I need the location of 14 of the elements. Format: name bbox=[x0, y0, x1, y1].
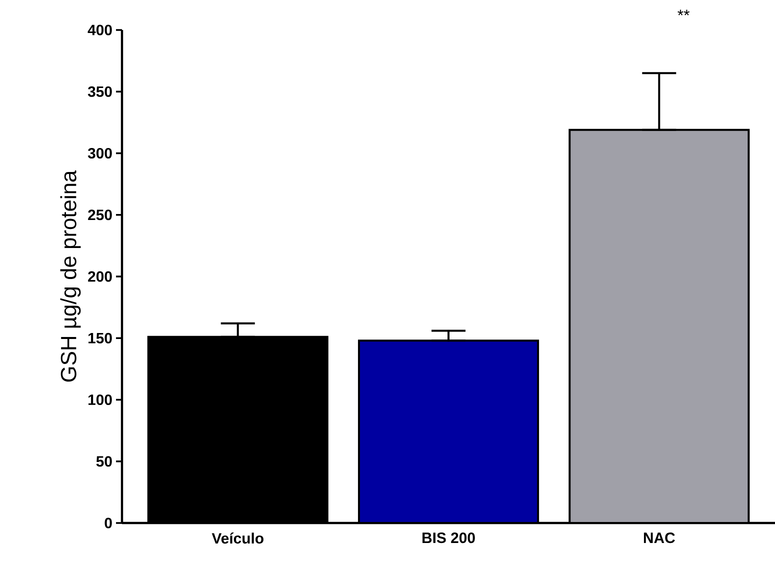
y-axis-title: GSH µg/g de proteina bbox=[60, 170, 81, 382]
y-tick-label: 250 bbox=[88, 210, 112, 220]
y-tick-label: 50 bbox=[96, 456, 112, 467]
x-tick-label: Veículo bbox=[212, 532, 264, 544]
y-tick-label: 150 bbox=[88, 332, 112, 344]
text: ** bbox=[678, 10, 690, 16]
y-tick-label: 300 bbox=[88, 148, 112, 159]
y-tick-label: 0 bbox=[104, 518, 112, 528]
y-tick-label: 200 bbox=[88, 271, 112, 282]
x-tick-label: BIS 200 bbox=[422, 532, 475, 544]
y-tick-label: 400 bbox=[88, 24, 112, 36]
x-tick-label: NAC bbox=[644, 532, 675, 544]
y-tick-label: 350 bbox=[88, 86, 112, 97]
y-tick-label: 100 bbox=[88, 394, 112, 406]
